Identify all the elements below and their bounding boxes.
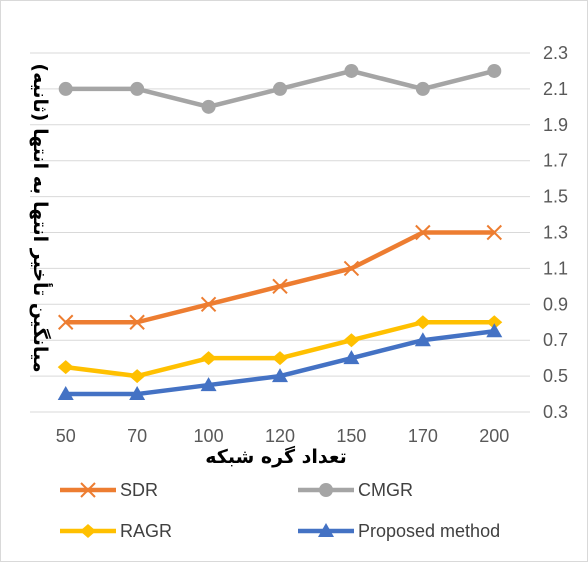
series-ragr	[57, 315, 503, 384]
y-tick-label: 2.1	[543, 79, 568, 99]
legend-label: SDR	[120, 480, 158, 500]
data-point-cmgr	[273, 81, 287, 96]
data-point-ragr	[57, 360, 74, 375]
data-point-ragr	[272, 351, 288, 366]
gridlines	[30, 52, 530, 413]
data-point-proposed-method	[414, 332, 431, 347]
data-point-cmgr	[415, 81, 430, 96]
data-point-sdr	[343, 260, 360, 277]
data-point-cmgr	[201, 99, 216, 114]
y-tick-label: 0.9	[543, 294, 568, 314]
y-tick-label: 1.9	[543, 115, 568, 135]
legend-item-ragr: RAGR	[60, 521, 172, 541]
x-tick-label: 170	[408, 426, 438, 446]
legend-marker	[318, 523, 334, 537]
data-point-sdr	[272, 278, 288, 295]
y-axis-ticks: 2.3 2.1 1.9 1.7 1.5 1.3 1.1 0.9 0.7 0.5 0.3	[543, 43, 568, 422]
legend-label: Proposed method	[358, 521, 500, 541]
legend-marker	[80, 524, 96, 538]
data-point-ragr	[414, 315, 431, 330]
data-point-cmgr	[344, 63, 359, 78]
x-tick-label: 200	[479, 426, 509, 446]
data-point-proposed-method	[200, 377, 217, 392]
y-tick-label: 0.7	[543, 330, 568, 350]
data-point-ragr	[200, 351, 217, 366]
data-point-sdr	[415, 224, 431, 241]
legend: SDR CMGR RAGR Proposed method	[60, 480, 500, 541]
data-point-ragr	[343, 333, 360, 348]
data-point-sdr	[129, 314, 145, 330]
series-cmgr	[58, 63, 502, 114]
data-point-proposed-method	[343, 350, 360, 365]
data-point-proposed-method	[486, 323, 503, 338]
data-point-proposed-method	[57, 386, 74, 401]
y-tick-label: 1.3	[543, 223, 568, 243]
series-proposed-method	[57, 323, 503, 401]
data-point-proposed-method	[272, 368, 288, 383]
data-point-ragr	[129, 369, 146, 384]
x-tick-label: 150	[336, 426, 366, 446]
legend-label: RAGR	[120, 521, 172, 541]
data-point-sdr	[200, 296, 217, 313]
series-line-sdr	[65, 230, 495, 325]
series-layer	[57, 63, 503, 401]
y-tick-label: 0.3	[543, 402, 568, 422]
legend-item-sdr: SDR	[60, 480, 158, 500]
series-line-ragr	[65, 320, 495, 379]
data-point-sdr	[58, 314, 74, 330]
data-point-cmgr	[487, 63, 502, 78]
data-point-cmgr	[130, 81, 145, 96]
legend-marker	[319, 483, 333, 497]
x-tick-label: 120	[265, 426, 295, 446]
data-point-sdr	[486, 224, 502, 241]
x-tick-label: 70	[127, 426, 147, 446]
y-tick-label: 0.5	[543, 366, 568, 386]
data-point-cmgr	[58, 81, 73, 96]
legend-item-proposed-method: Proposed method	[298, 521, 500, 541]
series-sdr	[58, 224, 502, 330]
x-tick-label: 50	[56, 426, 76, 446]
x-axis-ticks: 50 70 100 120 150 170 200	[56, 426, 510, 446]
legend-marker	[80, 482, 96, 498]
data-point-ragr	[486, 315, 503, 330]
y-tick-label: 1.7	[543, 151, 568, 171]
y-tick-label: 1.1	[543, 258, 568, 278]
y-axis-title: میانگین تأخیر انتها به انتها (ثانیه)	[29, 63, 53, 372]
y-tick-label: 2.3	[543, 43, 568, 63]
x-axis-title: تعداد گره شبکه	[205, 445, 346, 468]
legend-item-cmgr: CMGR	[298, 480, 413, 500]
x-tick-label: 100	[194, 426, 224, 446]
y-tick-label: 1.5	[543, 187, 568, 207]
legend-label: CMGR	[358, 480, 413, 500]
data-point-proposed-method	[129, 386, 146, 401]
